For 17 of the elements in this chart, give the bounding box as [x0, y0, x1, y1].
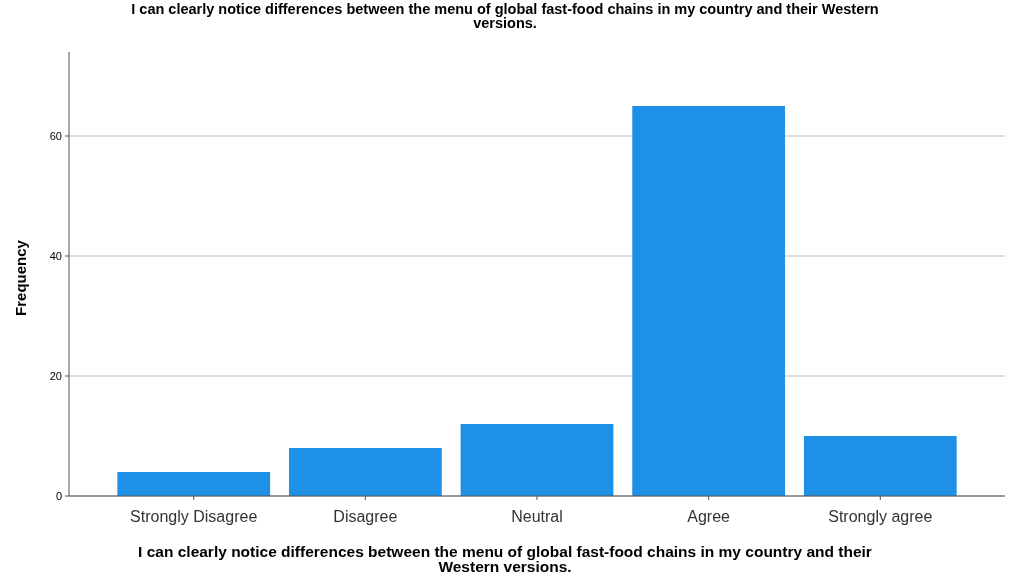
x-tick-label: Disagree [333, 508, 398, 525]
x-tick-label: Strongly Disagree [130, 508, 258, 525]
y-tick-label: 60 [49, 129, 62, 142]
y-tick-label: 40 [49, 249, 62, 262]
bar [288, 448, 442, 496]
y-axis-title: Frequency [12, 239, 29, 316]
x-tick-label: Agree [687, 508, 731, 525]
y-tick-label: 0 [55, 489, 62, 502]
y-tick-label: 20 [49, 369, 62, 382]
bar [117, 472, 271, 496]
x-tick-label: Strongly agree [828, 508, 933, 525]
bar [803, 436, 957, 496]
bar [460, 424, 614, 496]
chart-title: I can clearly notice differences between the menu of global fast-food chains in my country and their Western versions. [131, 1, 879, 31]
x-axis-title: I can clearly notice differences between the menu of global fast-food chains in my country and their Western versions. [138, 543, 872, 575]
bar [632, 106, 786, 496]
x-tick-label: Neutral [511, 508, 563, 525]
